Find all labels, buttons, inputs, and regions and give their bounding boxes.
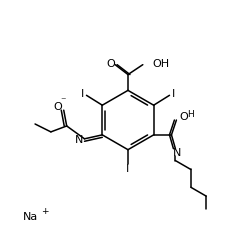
Text: ⁻: ⁻ [60, 96, 66, 106]
Text: H: H [187, 110, 194, 119]
Text: O: O [53, 102, 62, 112]
Text: +: + [41, 207, 48, 216]
Text: O: O [179, 112, 188, 122]
Text: O: O [107, 59, 116, 69]
Text: I: I [172, 89, 175, 99]
Text: Na: Na [23, 212, 38, 222]
Text: I: I [81, 89, 84, 99]
Text: I: I [126, 165, 130, 174]
Text: OH: OH [153, 59, 170, 69]
Text: N: N [173, 148, 182, 158]
Text: N: N [75, 135, 84, 145]
